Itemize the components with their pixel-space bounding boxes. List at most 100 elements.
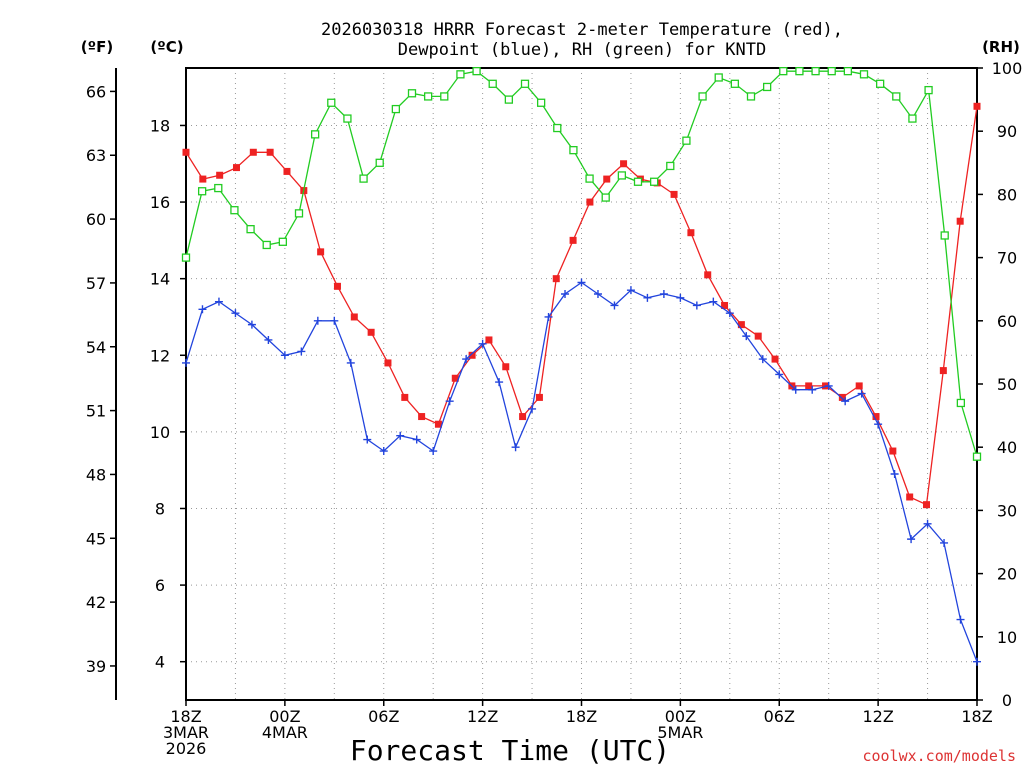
dewpoint-marker <box>643 293 652 302</box>
dewpoint-marker <box>923 519 932 528</box>
temperature-marker <box>418 413 426 421</box>
temperature-marker <box>956 217 964 225</box>
rh-marker <box>875 79 885 88</box>
rh-marker <box>359 174 368 183</box>
temperature-marker <box>586 198 594 206</box>
c-tick-label: 10 <box>150 423 170 442</box>
x-axis-label: Forecast Time (UTC) <box>350 734 670 767</box>
dewpoint-marker <box>495 378 504 387</box>
rh-marker <box>536 98 546 107</box>
temperature-marker <box>367 328 375 336</box>
rh-marker <box>714 73 723 82</box>
temperature-marker <box>754 332 762 340</box>
c-tick-label: 8 <box>155 499 165 518</box>
c-tick-label: 4 <box>155 653 165 672</box>
series-open-square <box>181 67 982 461</box>
f-tick-label: 45 <box>86 529 106 548</box>
f-tick-label: 39 <box>86 657 106 676</box>
series-line <box>185 106 978 506</box>
temperature-marker <box>266 148 274 156</box>
dewpoint-marker <box>429 447 438 456</box>
dewpoint-marker <box>561 289 570 298</box>
temperature-marker <box>687 229 695 237</box>
temperature-marker <box>468 351 476 359</box>
temperature-marker <box>838 393 846 401</box>
series-layer <box>181 67 982 666</box>
temperature-marker <box>603 175 611 183</box>
rh-marker <box>375 158 384 167</box>
rh-marker <box>601 193 610 202</box>
x-tick-label: 18Z <box>961 707 992 726</box>
dewpoint-marker <box>379 447 388 456</box>
rh-marker <box>779 67 788 76</box>
rh-marker <box>520 79 530 88</box>
dewpoint-marker <box>412 435 421 444</box>
rh-tick-label: 30 <box>997 501 1017 520</box>
temperature-marker <box>620 160 628 168</box>
unit-label-f: (ºF) <box>81 38 113 56</box>
dewpoint-marker <box>874 420 883 429</box>
rh-marker <box>278 237 288 246</box>
unit-label-c: (ºC) <box>150 38 183 56</box>
dewpoint-marker <box>528 404 537 413</box>
f-tick-label: 51 <box>86 402 106 421</box>
f-tick-label: 63 <box>86 146 106 165</box>
dewpoint-marker <box>973 657 981 666</box>
temperature-marker <box>350 313 358 321</box>
rh-marker <box>892 92 901 101</box>
rh-marker <box>181 253 191 262</box>
x-tick-label: 12Z <box>862 707 893 726</box>
rh-tick-label: 20 <box>997 565 1017 584</box>
f-tick-label: 42 <box>86 593 106 612</box>
dewpoint-marker <box>313 316 322 325</box>
dewpoint-marker <box>758 355 767 364</box>
temperature-marker <box>721 301 729 309</box>
rh-marker <box>440 92 449 101</box>
temperature-marker <box>519 413 527 421</box>
rh-marker <box>666 161 675 171</box>
dewpoint-marker <box>659 289 668 298</box>
dewpoint-marker <box>709 297 718 306</box>
dewpoint-marker <box>890 470 899 479</box>
x-tick-label: 00Z <box>269 707 300 726</box>
rh-marker <box>214 183 223 193</box>
f-tick-label: 60 <box>86 210 106 229</box>
x-tick-label: 5MAR <box>657 723 703 742</box>
rh-marker <box>504 95 514 104</box>
rh-marker <box>456 70 465 79</box>
rh-marker <box>407 89 417 98</box>
temperature-marker <box>552 275 560 283</box>
rh-tick-label: 100 <box>992 59 1023 78</box>
dewpoint-marker <box>857 389 866 398</box>
x-tick-label: 18Z <box>170 707 201 726</box>
dewpoint-marker <box>247 320 256 329</box>
rh-marker <box>649 177 659 186</box>
rh-marker <box>762 82 772 92</box>
rh-marker <box>746 92 756 101</box>
rh-marker <box>391 104 401 114</box>
dewpoint-marker <box>692 301 701 310</box>
rh-marker <box>246 225 255 234</box>
x-tick-label: 4MAR <box>262 723 308 742</box>
temperature-marker <box>889 447 897 455</box>
rh-marker <box>682 136 691 145</box>
rh-tick-label: 80 <box>997 185 1017 204</box>
dewpoint-marker <box>346 358 355 367</box>
rh-marker <box>795 67 804 76</box>
dewpoint-marker <box>544 312 553 321</box>
dewpoint-marker <box>182 358 190 367</box>
x-tick-label: 06Z <box>368 707 399 726</box>
f-tick-label: 57 <box>86 274 106 293</box>
rh-marker <box>908 114 917 123</box>
temperature-marker <box>855 382 863 390</box>
temperature-marker <box>737 321 745 329</box>
dewpoint-marker <box>626 286 635 295</box>
dewpoint-marker <box>363 435 372 444</box>
rh-marker <box>310 130 320 139</box>
rh-marker <box>827 67 836 76</box>
chart-title-line1: 2026030318 HRRR Forecast 2-meter Tempera… <box>321 20 843 40</box>
rh-marker <box>294 209 304 218</box>
temperature-marker <box>906 493 914 501</box>
rh-marker <box>423 92 433 101</box>
rh-marker <box>617 171 627 180</box>
